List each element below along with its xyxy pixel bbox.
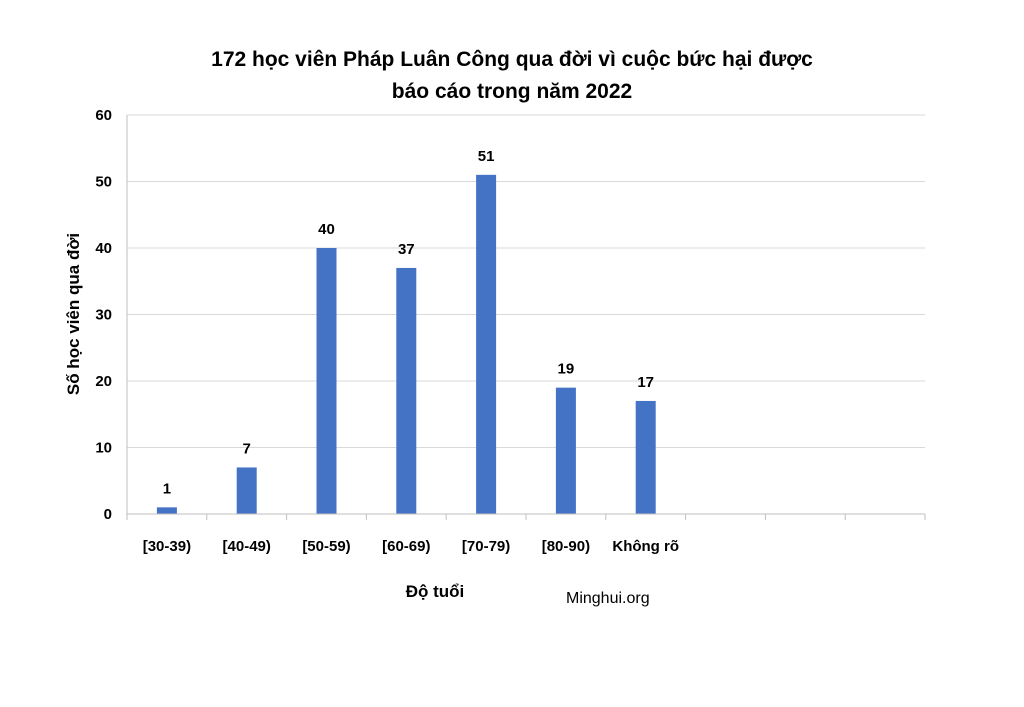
chart-title-line-1: 172 học viên Pháp Luân Công qua đời vì c… [211,48,813,71]
y-tick-label: 10 [95,440,112,457]
bar [156,507,177,514]
bar [555,387,576,514]
bars [156,174,656,514]
data-label: 19 [558,361,575,378]
y-tick-label: 60 [95,107,112,124]
bar [316,248,337,514]
x-tick-label: [50-59) [302,538,350,555]
bar [396,267,417,514]
data-label: 1 [163,480,171,497]
y-tick-label: 0 [104,506,112,523]
data-label: 7 [243,440,251,457]
x-tick-label: [40-49) [223,538,271,555]
data-label: 40 [318,221,335,238]
data-label: 17 [637,374,654,391]
data-label: 51 [478,148,495,165]
x-axis-title: Độ tuổi [406,582,465,601]
y-tick-label: 50 [95,174,112,191]
y-tick-label: 20 [95,373,112,390]
x-tick-label: [60-69) [382,538,430,555]
gridlines [127,114,925,448]
y-tick-label: 30 [95,307,112,324]
bar [476,174,497,514]
x-tick-label: [80-90) [542,538,590,555]
data-label: 37 [398,241,415,258]
source-label: Minghui.org [566,590,650,607]
y-tick-label: 40 [95,240,112,257]
x-tick-label: Không rõ [612,538,679,555]
x-tick-label: [30-39) [143,538,191,555]
chart-title: 172 học viên Pháp Luân Công qua đời vì c… [0,44,1024,108]
x-tick-label: [70-79) [462,538,510,555]
axes: 0 10 20 30 40 50 60 [30-39) [40-49) [50-59) [60-69… [95,107,926,555]
bar [236,467,257,514]
chart-title-line-2: báo cáo trong năm 2022 [391,80,633,103]
y-axis-title: Số học viên qua đời [64,233,83,395]
bar [635,400,656,514]
